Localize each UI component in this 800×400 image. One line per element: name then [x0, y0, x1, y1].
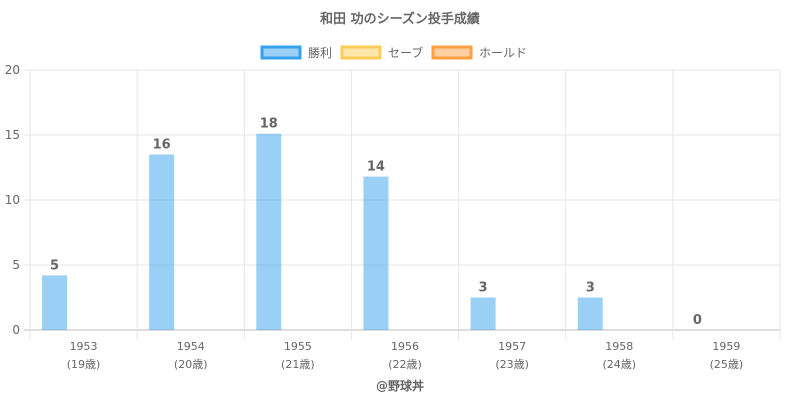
- y-tick-label: 5: [12, 258, 20, 272]
- x-tick-sublabel: (23歳): [495, 358, 529, 371]
- data-label: 5: [50, 258, 59, 273]
- bar-wins: [149, 154, 175, 330]
- y-tick-label: 20: [5, 63, 20, 77]
- bar-wins: [363, 176, 389, 330]
- chart-title: 和田 功のシーズン投手成績: [320, 11, 480, 27]
- x-tick-label: 1956: [391, 340, 419, 353]
- data-label: 18: [260, 117, 278, 132]
- bar-wins: [470, 297, 496, 330]
- x-tick-sublabel: (19歳): [67, 358, 101, 371]
- legend-swatch-0: [260, 45, 302, 60]
- data-label: 3: [479, 281, 488, 296]
- x-tick-label: 1953: [70, 340, 98, 353]
- y-tick-label: 15: [5, 128, 20, 142]
- legend-swatch-1: [340, 45, 382, 60]
- legend-label: ホールド: [479, 46, 527, 60]
- x-tick-label: 1955: [284, 340, 312, 353]
- bar-wins: [256, 133, 282, 330]
- data-label: 16: [153, 138, 171, 153]
- data-label: 0: [693, 313, 702, 328]
- data-label: 3: [586, 281, 595, 296]
- legend-label: セーブ: [388, 45, 423, 60]
- legend-label: 勝利: [308, 45, 332, 60]
- footer-credit: @野球丼: [376, 378, 424, 393]
- legend-swatch-2: [431, 45, 473, 60]
- x-tick-sublabel: (22歳): [388, 358, 422, 371]
- x-tick-label: 1954: [177, 340, 205, 353]
- x-tick-label: 1957: [498, 340, 526, 353]
- x-tick-sublabel: (24歳): [602, 358, 636, 371]
- y-tick-label: 0: [12, 323, 20, 337]
- x-tick-sublabel: (20歳): [174, 358, 208, 371]
- bar-wins: [42, 275, 67, 330]
- y-tick-label: 10: [5, 193, 20, 207]
- data-label: 14: [367, 160, 385, 175]
- x-tick-sublabel: (25歳): [710, 358, 744, 371]
- bar-wins: [577, 297, 603, 330]
- x-tick-label: 1959: [712, 340, 740, 353]
- x-tick-sublabel: (21歳): [281, 358, 315, 371]
- x-tick-label: 1958: [605, 340, 633, 353]
